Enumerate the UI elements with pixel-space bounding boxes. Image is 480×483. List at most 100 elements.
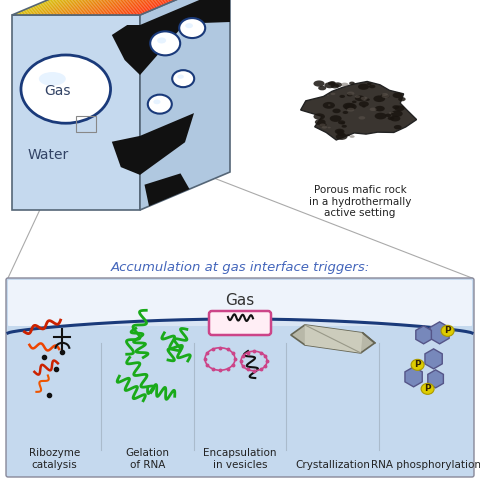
Ellipse shape [360,97,368,100]
Ellipse shape [382,94,389,98]
Ellipse shape [330,115,342,122]
Polygon shape [131,0,224,15]
Ellipse shape [39,72,66,85]
Polygon shape [89,0,182,15]
Polygon shape [18,0,111,15]
Polygon shape [127,0,220,15]
FancyBboxPatch shape [209,311,271,335]
Polygon shape [405,367,422,387]
Ellipse shape [313,114,325,120]
Text: Porous mafic rock
in a hydrothermally
active setting: Porous mafic rock in a hydrothermally ac… [309,185,411,218]
Text: Gas: Gas [45,84,71,98]
Polygon shape [95,0,188,15]
Polygon shape [41,0,134,15]
Ellipse shape [385,114,391,117]
Polygon shape [44,0,137,15]
Polygon shape [15,0,108,15]
Ellipse shape [177,74,184,79]
Ellipse shape [322,126,327,128]
Ellipse shape [367,83,372,85]
Polygon shape [66,0,159,15]
Text: P: P [444,327,451,335]
Polygon shape [108,0,201,15]
Ellipse shape [347,134,350,136]
Ellipse shape [335,128,345,134]
Polygon shape [133,0,227,15]
Polygon shape [37,0,131,15]
Ellipse shape [334,82,342,87]
Ellipse shape [339,95,345,98]
Ellipse shape [390,115,400,121]
Ellipse shape [389,112,392,114]
Ellipse shape [347,92,354,95]
Ellipse shape [370,108,377,111]
Ellipse shape [411,359,424,370]
Ellipse shape [392,112,394,113]
Ellipse shape [341,83,348,86]
Polygon shape [124,0,217,15]
Ellipse shape [327,127,331,128]
Text: RNA phosphorylation: RNA phosphorylation [371,460,480,470]
Bar [76,116,96,132]
Polygon shape [76,0,169,15]
Polygon shape [140,0,230,75]
Ellipse shape [341,122,345,124]
Ellipse shape [359,116,365,120]
Polygon shape [31,0,124,15]
Polygon shape [105,0,198,15]
Text: Gas: Gas [226,293,254,308]
Polygon shape [416,326,432,344]
Ellipse shape [369,85,375,88]
Polygon shape [425,349,442,369]
Polygon shape [47,0,140,15]
Polygon shape [35,0,128,15]
Polygon shape [8,319,472,475]
Ellipse shape [375,106,385,112]
Ellipse shape [365,99,370,101]
Polygon shape [12,15,140,210]
Polygon shape [50,0,144,15]
Ellipse shape [21,55,110,123]
Polygon shape [300,82,417,140]
Polygon shape [112,25,140,75]
FancyBboxPatch shape [6,278,474,477]
Ellipse shape [323,102,335,109]
Polygon shape [63,0,156,15]
Polygon shape [92,0,185,15]
Ellipse shape [388,116,394,120]
Polygon shape [25,0,118,15]
Ellipse shape [157,38,166,43]
Ellipse shape [381,94,387,98]
Polygon shape [118,0,211,15]
Ellipse shape [336,133,348,140]
Ellipse shape [391,111,403,117]
Ellipse shape [331,93,336,95]
Ellipse shape [150,31,180,56]
Ellipse shape [395,105,405,111]
Polygon shape [102,0,195,15]
Ellipse shape [343,103,355,110]
Polygon shape [430,322,449,344]
Ellipse shape [355,96,365,101]
Ellipse shape [331,84,339,88]
Ellipse shape [185,23,193,28]
Polygon shape [60,0,153,15]
Ellipse shape [362,106,366,108]
Polygon shape [140,0,230,210]
Text: Water: Water [27,148,69,162]
Polygon shape [114,0,207,15]
Polygon shape [428,370,444,388]
Ellipse shape [382,93,388,96]
Ellipse shape [338,120,345,125]
Ellipse shape [172,70,194,87]
Ellipse shape [319,123,326,127]
Ellipse shape [394,125,402,129]
Ellipse shape [398,97,406,101]
Polygon shape [305,325,363,353]
Ellipse shape [347,108,354,112]
Ellipse shape [358,84,369,90]
Polygon shape [83,0,176,15]
Ellipse shape [343,111,348,114]
Ellipse shape [342,125,347,128]
Ellipse shape [318,86,326,90]
